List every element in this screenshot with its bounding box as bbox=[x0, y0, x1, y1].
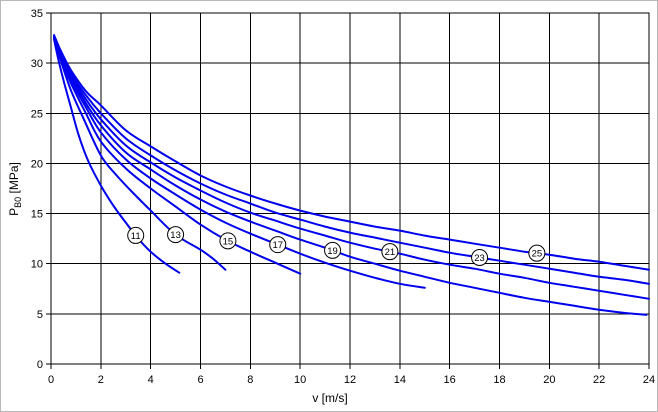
curve-11 bbox=[53, 38, 181, 274]
curve-label-circle-21 bbox=[381, 243, 399, 261]
curve-label-25: 25 bbox=[532, 249, 543, 260]
curve-label-11: 11 bbox=[131, 231, 141, 242]
y-axis-title: PB0 [MPa] bbox=[7, 162, 23, 216]
y-tick-label: 25 bbox=[31, 108, 43, 120]
curve-label-circle-23 bbox=[471, 248, 489, 266]
curve-15 bbox=[53, 37, 302, 275]
curve-label-circle-25 bbox=[528, 244, 546, 262]
curve-13 bbox=[53, 37, 227, 271]
curve-label-circle-13 bbox=[167, 226, 185, 244]
curve-23 bbox=[53, 35, 650, 285]
y-tick-label: 30 bbox=[31, 58, 43, 70]
x-tick-label: 22 bbox=[593, 374, 605, 386]
y-tick-label: 20 bbox=[31, 158, 43, 170]
y-axis-subscript: B0 bbox=[13, 196, 24, 208]
x-tick-label: 20 bbox=[543, 374, 555, 386]
curve-label-circle-19 bbox=[324, 241, 342, 259]
x-tick-label: 10 bbox=[294, 374, 306, 386]
x-tick-label: 18 bbox=[493, 374, 505, 386]
x-tick-label: 8 bbox=[247, 374, 253, 386]
curve-label-23: 23 bbox=[474, 253, 485, 264]
y-tick-label: 0 bbox=[37, 359, 43, 371]
x-tick-label: 0 bbox=[48, 374, 54, 386]
y-axis-unit: [MPa] bbox=[6, 162, 21, 197]
x-tick-label: 6 bbox=[197, 374, 203, 386]
x-tick-label: 16 bbox=[444, 374, 456, 386]
curve-label-17: 17 bbox=[272, 240, 283, 251]
curve-label-circle-15 bbox=[219, 232, 237, 250]
x-tick-label: 14 bbox=[394, 374, 406, 386]
y-tick-label: 5 bbox=[37, 309, 43, 321]
x-tick-label: 12 bbox=[344, 374, 356, 386]
y-tick-label: 15 bbox=[31, 209, 43, 221]
y-axis-symbol: P bbox=[6, 207, 21, 216]
curve-17 bbox=[53, 36, 426, 289]
y-tick-label: 35 bbox=[31, 8, 43, 20]
x-tick-label: 4 bbox=[148, 374, 154, 386]
curve-label-19: 19 bbox=[327, 246, 338, 257]
curve-label-15: 15 bbox=[223, 236, 234, 247]
curve-label-circle-11 bbox=[127, 226, 145, 244]
y-tick-label: 10 bbox=[31, 259, 43, 271]
curve-label-circle-17 bbox=[269, 236, 287, 254]
x-tick-label: 24 bbox=[643, 374, 655, 386]
curve-label-13: 13 bbox=[170, 230, 181, 241]
curve-21 bbox=[53, 35, 650, 300]
x-tick-label: 2 bbox=[98, 374, 104, 386]
curve-label-21: 21 bbox=[385, 247, 396, 258]
x-axis-title: v [m/s] bbox=[312, 391, 348, 405]
